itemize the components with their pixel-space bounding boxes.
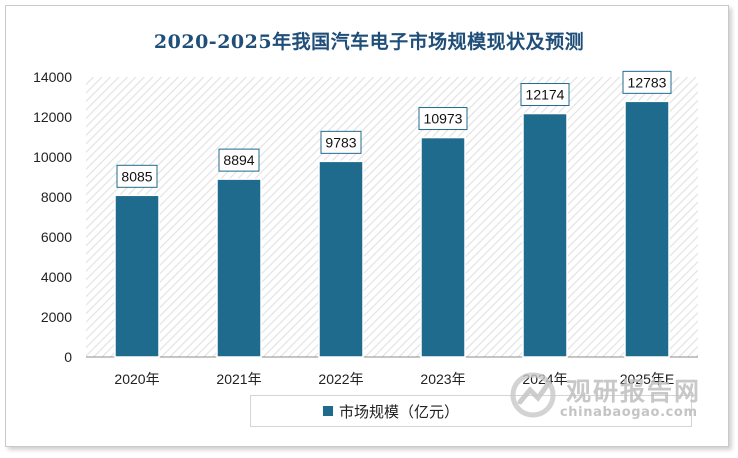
y-tick-label: 0 — [64, 349, 72, 365]
y-tick-label: 6000 — [41, 229, 72, 245]
bar — [420, 136, 466, 358]
data-label: 12783 — [628, 74, 667, 90]
bar — [522, 112, 568, 358]
x-tick-label: 2025年E — [620, 371, 674, 387]
bar — [216, 178, 262, 358]
x-tick-label: 2021年 — [216, 371, 261, 387]
watermark-url: chinabaogao.com — [560, 405, 698, 420]
data-label-box — [418, 107, 468, 131]
data-label-box — [622, 70, 672, 94]
bar — [114, 194, 160, 358]
data-label: 8085 — [121, 168, 152, 184]
data-label: 8894 — [223, 152, 254, 168]
y-tick-label: 12000 — [33, 109, 72, 125]
legend: 市场规模（亿元） — [250, 395, 692, 427]
data-label-box — [520, 83, 570, 107]
legend-label: 市场规模（亿元） — [339, 403, 460, 421]
chart-title: 2020-2025年我国汽车电子市场规模现状及预测 — [153, 31, 585, 53]
x-tick-label: 2023年 — [420, 371, 465, 387]
plot-area-background — [86, 77, 698, 357]
y-tick-label: 2000 — [41, 309, 72, 325]
y-tick-label: 14000 — [33, 69, 72, 85]
y-tick-label: 4000 — [41, 269, 72, 285]
x-tick-label: 2020年 — [114, 371, 159, 387]
watermark-name: 观研报告网 — [566, 377, 702, 406]
bar — [318, 160, 364, 358]
watermark-logo-icon — [510, 372, 556, 418]
data-label: 12174 — [526, 87, 565, 103]
legend-swatch — [323, 406, 333, 416]
data-label-box — [218, 148, 260, 172]
data-label: 10973 — [424, 111, 463, 127]
x-tick-label: 2022年 — [318, 371, 363, 387]
data-label-box — [320, 130, 362, 154]
data-label-box — [116, 164, 158, 188]
y-tick-label: 10000 — [33, 149, 72, 165]
data-label: 9783 — [325, 134, 356, 150]
y-tick-label: 8000 — [41, 189, 72, 205]
bar — [624, 100, 670, 358]
